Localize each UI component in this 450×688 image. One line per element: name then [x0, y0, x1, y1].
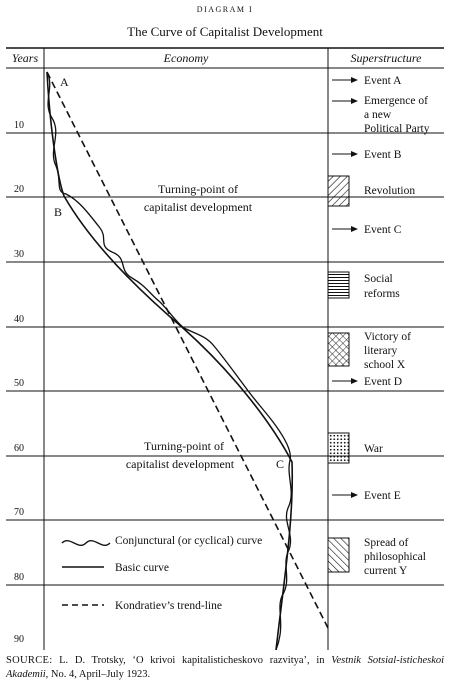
year-tick: 80	[14, 572, 24, 583]
svg-text:capitalist development: capitalist development	[144, 200, 253, 214]
year-tick: 30	[14, 249, 24, 260]
victory-label-2: literary	[364, 345, 397, 357]
legend-trend: Kondratiev’s trend-line	[115, 600, 222, 612]
header-economy: Economy	[163, 51, 209, 65]
event-b-label: Event B	[364, 149, 402, 161]
source-rest: , No. 4, April–July 1923.	[45, 669, 151, 680]
point-label-c: C	[276, 457, 284, 471]
superstructure-events: Event A Emergence of a new Political Par…	[327, 75, 430, 577]
party-label-1: Emergence of	[364, 95, 428, 107]
diagram-label: DIAGRAM I	[197, 5, 253, 14]
year-tick: 10	[14, 120, 24, 131]
victory-label-3: school X	[364, 359, 406, 371]
year-tick: 50	[14, 378, 24, 389]
legend: Conjunctural (or cyclical) curve Basic c…	[61, 535, 262, 612]
spread-marker	[327, 537, 350, 573]
year-tick: 40	[14, 314, 24, 325]
victory-label-1: Victory of	[364, 331, 411, 343]
source-text: L. D. Trotsky, ‘O krivoi kapitalistiches…	[59, 655, 325, 666]
legend-basic: Basic curve	[115, 562, 169, 574]
party-label-3: Political Party	[364, 123, 430, 135]
year-ticks: 10 20 30 40 50 60 70 80 90	[14, 120, 24, 645]
header-superstructure: Superstructure	[351, 51, 423, 65]
spread-label-1: Spread of	[364, 537, 409, 549]
reforms-label-2: reforms	[364, 288, 400, 300]
war-label: War	[364, 443, 383, 455]
table-frame	[6, 47, 444, 650]
svg-text:capitalist development: capitalist development	[126, 457, 235, 471]
event-a-label: Event A	[364, 75, 402, 87]
conjunctural-curve	[46, 71, 292, 650]
war-marker	[327, 432, 350, 464]
party-label-2: a new	[364, 109, 392, 121]
turning-point-2: Turning-point of capitalist development	[126, 439, 235, 471]
point-label-a: A	[60, 75, 69, 89]
diagram-title: The Curve of Capitalist Development	[127, 24, 323, 39]
event-c-label: Event C	[364, 224, 402, 236]
basic-curve	[46, 71, 294, 650]
svg-text:Turning-point of: Turning-point of	[144, 439, 224, 453]
source-journal: Vestnik Sotsial-isticheskoi Akademii	[6, 655, 445, 680]
reforms-marker	[327, 271, 350, 299]
year-tick: 60	[14, 443, 24, 454]
svg-text:Turning-point of: Turning-point of	[158, 182, 238, 196]
year-tick: 90	[14, 634, 24, 645]
kondratiev-trend-line	[46, 71, 329, 629]
point-label-b: B	[54, 205, 62, 219]
event-e-label: Event E	[364, 490, 401, 502]
legend-swatch-conjunctural	[61, 540, 111, 546]
source-label: SOURCE:	[6, 655, 53, 666]
year-tick: 70	[14, 507, 24, 518]
revolution-marker	[327, 175, 350, 207]
reforms-label-1: Social	[364, 273, 393, 285]
header-years: Years	[12, 51, 39, 65]
year-tick: 20	[14, 184, 24, 195]
spread-label-3: current Y	[364, 565, 408, 577]
spread-label-2: philosophical	[364, 551, 426, 563]
capitalist-development-diagram: DIAGRAM I The Curve of Capitalist Develo…	[6, 5, 444, 650]
legend-conjunctural: Conjunctural (or cyclical) curve	[115, 535, 262, 547]
source-citation: SOURCE: L. D. Trotsky, ‘O krivoi kapital…	[6, 654, 444, 682]
turning-point-1: Turning-point of capitalist development	[144, 182, 253, 214]
revolution-label: Revolution	[364, 185, 415, 197]
event-d-label: Event D	[364, 376, 402, 388]
victory-marker	[327, 332, 350, 367]
